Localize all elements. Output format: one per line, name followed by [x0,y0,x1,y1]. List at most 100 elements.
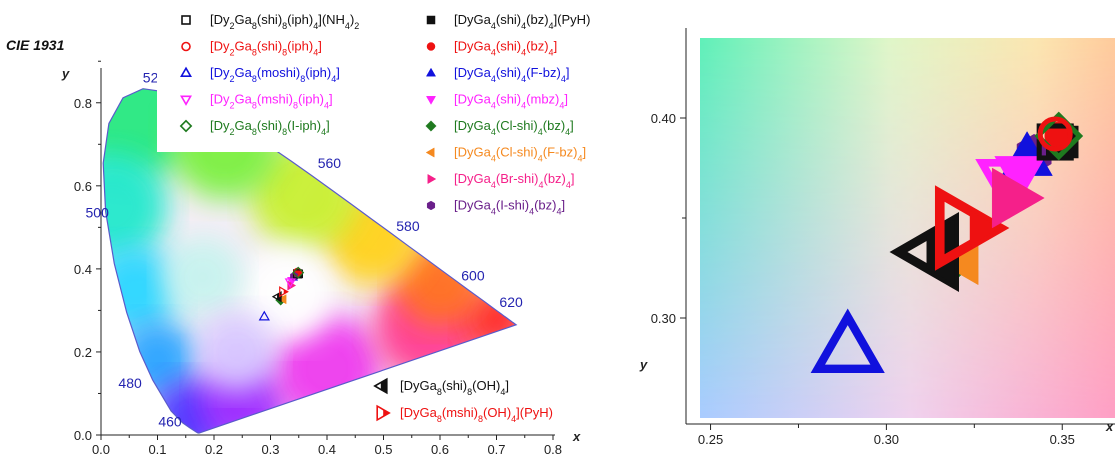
legend-marker-icon [425,96,437,105]
left-x-tick-label: 0.1 [148,442,166,457]
legend-marker-icon [181,15,191,25]
legend-label: [DyGa4(shi)4(bz)4] [454,39,557,58]
right-x-tick-label: 0.30 [874,432,899,447]
legend-backing [157,2,597,152]
legend-label: [DyGa4(Br-shi)4(bz)4] [454,171,575,190]
legend-item: [DyGa4(I-shi)4(bz)4] [426,198,565,217]
legend-bottom: [DyGa8(shi)8(OH)4] [DyGa8(mshi)8(OH)4](Py… [373,377,553,424]
right-x-tick-label: 0.35 [1050,432,1075,447]
zoom-point [991,167,1045,229]
wavelength-label: 460 [158,414,182,430]
legend-marker-icon [373,377,388,395]
left-axes: 0.0 0.1 0.2 0.3 0.4 0.5 0.6 0.7 0.8 0.0 0.2 0.4 0.6 0… [74,60,562,457]
cie-point [277,294,287,305]
legend-marker-icon-fill [380,379,387,393]
right-y-axis-label: y [639,357,648,372]
gamut-color-region [162,237,243,318]
cie-point [292,266,305,279]
zoom-plot: 0.25 0.30 0.35 0.30 0.40 [651,28,1115,447]
wavelength-label: 600 [461,268,485,284]
left-y-tick-label: 0.8 [74,96,92,111]
right-x-tick-label: 0.25 [698,432,723,447]
legend-marker-icon [179,119,193,133]
left-y-tick-label: 0.2 [74,345,92,360]
legend-item: [DyGa4(shi)4(F-bz)4] [425,65,569,84]
legend-label: [DyGa4(shi)4(mbz)4] [454,92,568,111]
legend-label: [DyGa8(mshi)8(OH)4](PyH) [400,405,553,424]
left-x-tick-label: 0.4 [318,442,336,457]
left-y-axis-label: y [61,66,70,81]
right-axes: 0.25 0.30 0.35 0.30 0.40 [651,28,1115,447]
left-x-tick-label: 0.5 [374,442,392,457]
legend-label: [Dy2Ga8(shi)8(I-iph)4] [210,118,330,137]
legend-label: [DyGa4(shi)4(F-bz)4] [454,65,569,84]
zoom-background-top [700,38,1115,418]
wavelength-label: 480 [118,375,142,391]
legend-marker-icon-fill [383,409,390,417]
legend-marker-icon [426,42,436,51]
legend-item: [Dy2Ga8(shi)8(iph)4](NH4)2 [181,12,359,31]
left-x-tick-label: 0.8 [544,442,562,457]
wavelength-label: 580 [396,218,420,234]
cie-point [279,286,289,298]
legend-item: [Dy2Ga8(shi)8(I-iph)4] [179,118,330,137]
right-y-tick-label: 0.30 [651,311,676,326]
left-y-tick-label: 0.4 [74,262,92,277]
legend-item: [DyGa4(shi)4(bz)4](PyH) [426,12,590,31]
legend-item: [DyGa4(Cl-shi)4(bz)4] [425,118,574,137]
legend-label: [DyGa4(I-shi)4(bz)4] [454,198,565,217]
wavelength-label: 620 [499,294,523,310]
legend-item: [DyGa4(shi)4(mbz)4] [425,92,568,111]
right-x-axis-label: x [1105,419,1114,434]
legend-marker-icon [425,147,435,158]
cie-point [258,310,270,321]
legend-marker-icon [180,66,192,77]
legend-item: [DyGa4(Br-shi)4(bz)4] [427,171,575,190]
left-y-tick-label: 0.0 [74,428,92,443]
legend-marker-icon [425,120,437,132]
cie-point [284,278,296,289]
legend-label: [Dy2Ga8(mshi)8(iph)4] [210,92,333,111]
zoom-data-points [810,111,1084,373]
left-x-tick-label: 0.3 [261,442,279,457]
legend-label: [DyGa8(shi)8(OH)4] [400,378,509,397]
left-x-axis-label: x [572,429,581,444]
legend-item: [DyGa8(mshi)8(OH)4](PyH) [376,404,553,424]
legend-label: [Dy2Ga8(shi)8(iph)4] [210,39,322,58]
left-x-tick-label: 0.0 [92,442,110,457]
legend-left-column: [Dy2Ga8(shi)8(iph)4](NH4)2 [Dy2Ga8(shi)8(… [179,12,359,137]
right-y-tick-label: 0.40 [651,111,676,126]
legend-label: [Dy2Ga8(shi)8(iph)4](NH4)2 [210,12,359,31]
legend-marker-icon [181,41,191,52]
legend-marker-icon [376,404,391,422]
legend-marker-icon [426,15,436,25]
legend-label: [DyGa4(Cl-shi)4(F-bz)4] [454,145,586,164]
gamut-color-region [103,151,168,262]
wavelength-label: 560 [318,155,342,171]
gamut-color-region [196,311,277,392]
legend-marker-icon [427,173,437,185]
legend-label: [DyGa4(shi)4(bz)4](PyH) [454,12,590,31]
left-x-tick-label: 0.2 [205,442,223,457]
left-y-tick-label: 0.6 [74,179,92,194]
left-x-tick-label: 0.6 [431,442,449,457]
gamut-color-region [239,245,336,342]
legend-item: [Dy2Ga8(shi)8(iph)4] [181,39,322,58]
legend-item: [Dy2Ga8(moshi)8(iph)4] [180,65,340,84]
left-x-tick-label: 0.7 [487,442,505,457]
legend-label: [Dy2Ga8(moshi)8(iph)4] [210,65,340,84]
zoom-point [934,185,1010,271]
legend-item: [DyGa4(shi)4(bz)4] [426,39,557,58]
cie-point-fill [283,289,288,295]
legend-marker-icon [426,200,436,211]
left-data-points [258,266,305,321]
legend-item: [Dy2Ga8(mshi)8(iph)4] [180,92,333,111]
wavelength-label: 500 [86,205,110,221]
legend-marker-icon [425,67,437,77]
legend-marker-icon [180,95,192,106]
legend-label: [DyGa4(Cl-shi)4(bz)4] [454,118,574,137]
chart-title: CIE 1931 [6,37,65,53]
zoom-point [1037,116,1073,152]
